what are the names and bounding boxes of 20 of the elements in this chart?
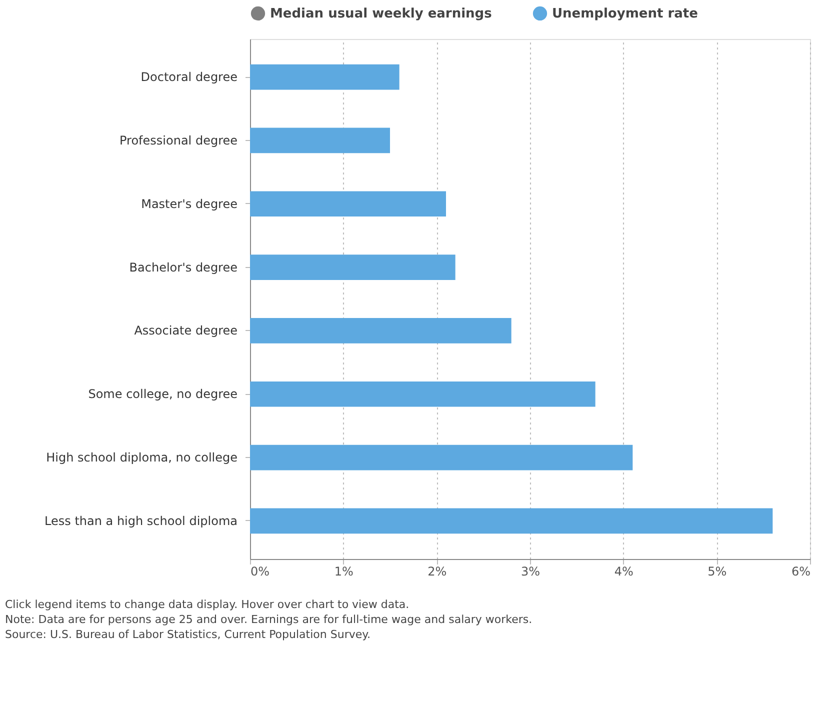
y-tick-label: High school diploma, no college <box>46 450 238 465</box>
y-tick-label: Bachelor's degree <box>129 260 238 274</box>
x-tick-label: 5% <box>708 564 727 578</box>
x-tick-label: 3% <box>520 564 540 578</box>
y-tick-label: Master's degree <box>141 196 238 211</box>
y-tick-label: Some college, no degree <box>88 387 238 402</box>
x-tick-label: 4% <box>614 564 634 578</box>
y-tick-label: Less than a high school diploma <box>44 514 238 528</box>
y-tick-label: Associate degree <box>134 324 238 338</box>
text: Note: Data are for persons age 25 and over. Earnings are for full-time wage and salary workers. <box>5 613 532 626</box>
x-tick-label: 2% <box>428 564 447 578</box>
text: Click legend items to change data display. Hover over chart to view data. <box>5 598 410 611</box>
x-tick-label: 0% <box>250 564 270 578</box>
y-tick-label: Professional degree <box>120 133 238 148</box>
legend-label: Median usual weekly earnings <box>270 6 492 22</box>
y-tick-label: Doctoral degree <box>140 70 238 84</box>
source-note: Source: U.S. Bureau of Labor Statistics, Current Population Survey. <box>5 628 371 641</box>
x-tick-label: 6% <box>791 564 810 578</box>
x-tick-label: 1% <box>334 564 354 578</box>
legend-label: Unemployment rate <box>552 6 698 22</box>
